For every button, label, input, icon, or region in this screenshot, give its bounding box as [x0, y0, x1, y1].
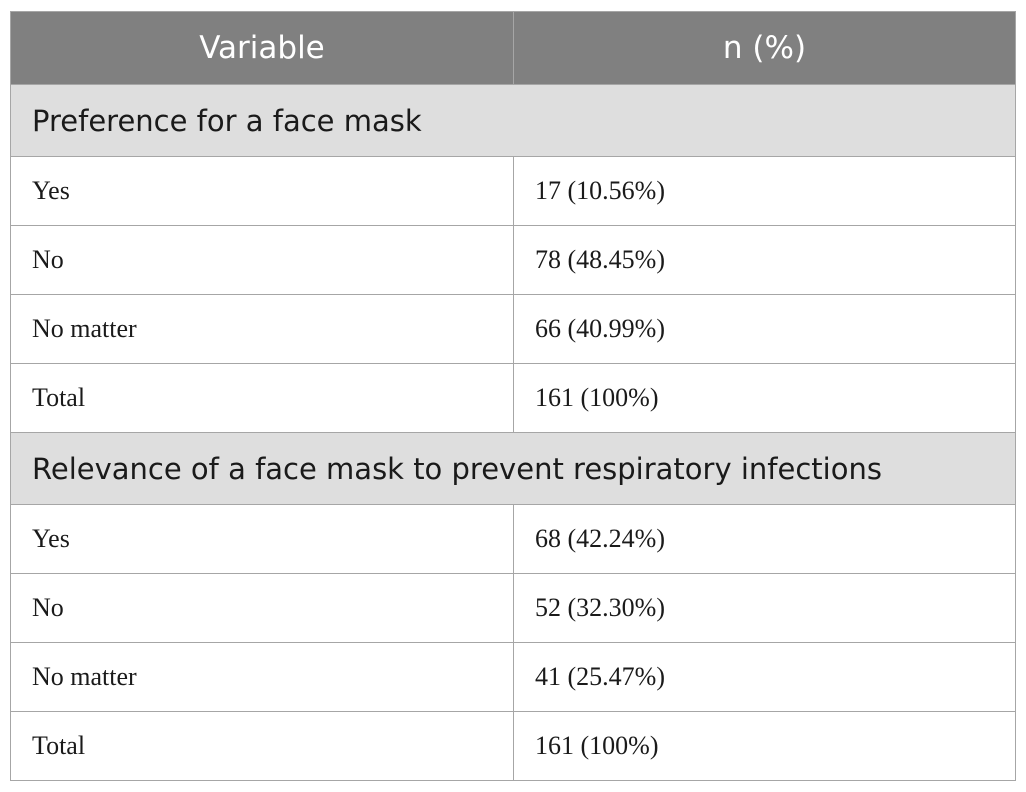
row-variable: Total	[10, 363, 514, 433]
table-row: No 78 (48.45%)	[10, 225, 1016, 295]
row-variable: Yes	[10, 156, 514, 226]
row-value: 41 (25.47%)	[513, 642, 1016, 712]
row-variable: No	[10, 225, 514, 295]
table-row: Yes 17 (10.56%)	[10, 156, 1016, 226]
row-variable: No matter	[10, 642, 514, 712]
table-row: No matter 41 (25.47%)	[10, 642, 1016, 712]
header-n-percent: n (%)	[513, 11, 1016, 85]
row-variable: Yes	[10, 504, 514, 574]
header-variable: Variable	[10, 11, 514, 85]
row-value: 52 (32.30%)	[513, 573, 1016, 643]
row-variable: No	[10, 573, 514, 643]
results-table-container: Variable n (%) Preference for a face mas…	[10, 11, 1016, 781]
section-row-relevance: Relevance of a face mask to prevent resp…	[10, 432, 1016, 505]
row-value: 78 (48.45%)	[513, 225, 1016, 295]
row-value: 161 (100%)	[513, 711, 1016, 781]
table-row: Yes 68 (42.24%)	[10, 504, 1016, 574]
row-variable: No matter	[10, 294, 514, 364]
row-value: 17 (10.56%)	[513, 156, 1016, 226]
table-row: Total 161 (100%)	[10, 363, 1016, 433]
row-value: 66 (40.99%)	[513, 294, 1016, 364]
table-row: Total 161 (100%)	[10, 711, 1016, 781]
section-title: Preference for a face mask	[10, 84, 1016, 157]
table-row: No 52 (32.30%)	[10, 573, 1016, 643]
results-table: Variable n (%) Preference for a face mas…	[10, 11, 1016, 781]
row-variable: Total	[10, 711, 514, 781]
section-title: Relevance of a face mask to prevent resp…	[10, 432, 1016, 505]
header-row: Variable n (%)	[10, 11, 1016, 85]
row-value: 68 (42.24%)	[513, 504, 1016, 574]
section-row-preference: Preference for a face mask	[10, 84, 1016, 157]
table-row: No matter 66 (40.99%)	[10, 294, 1016, 364]
row-value: 161 (100%)	[513, 363, 1016, 433]
